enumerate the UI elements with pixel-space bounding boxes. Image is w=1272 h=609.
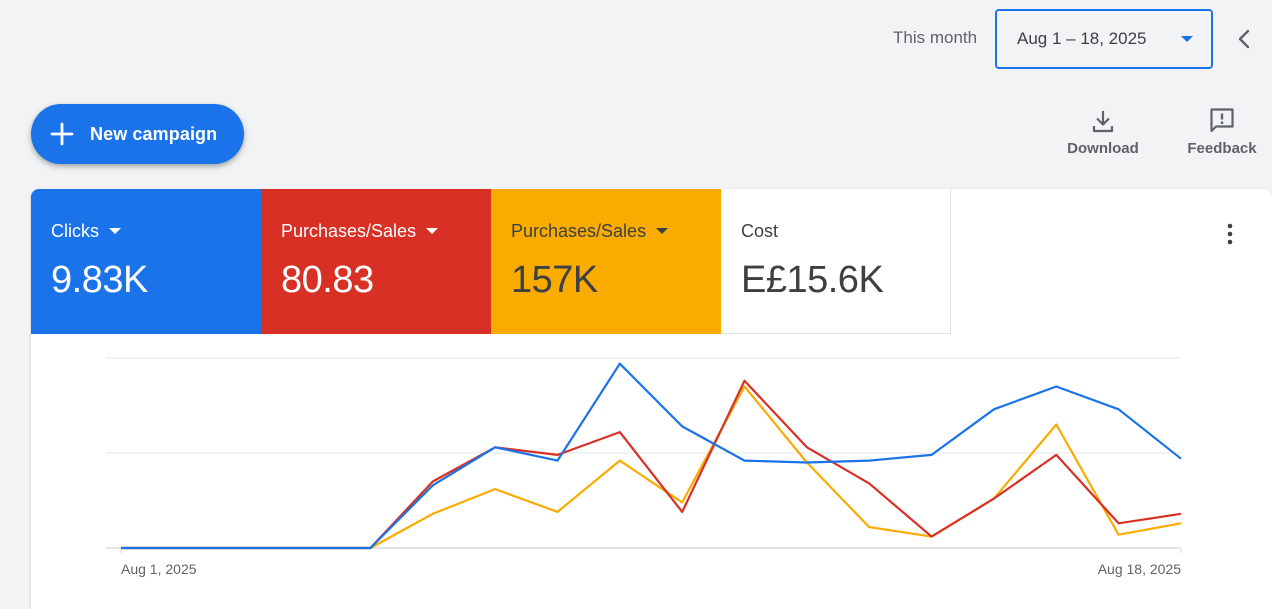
date-range-value: Aug 1 – 18, 2025 [1017, 29, 1147, 48]
metric-label: Purchases/Sales [511, 220, 647, 241]
date-range-dropdown[interactable]: Aug 1 – 18, 2025 [995, 9, 1213, 69]
metric-tab-purchases-sales[interactable]: Purchases/Sales 80.83 [261, 189, 491, 334]
feedback-icon [1210, 108, 1234, 133]
metric-label: Cost [741, 220, 779, 241]
chevron-left-icon[interactable] [1232, 26, 1256, 52]
date-range-label: This month [893, 28, 978, 47]
metric-tab-cost[interactable]: Cost E£15.6K [721, 189, 951, 334]
more-options-icon[interactable] [1218, 222, 1242, 246]
metric-value: 157K [511, 259, 598, 301]
metric-label: Purchases/Sales [281, 220, 417, 241]
dropdown-caret-icon [1181, 36, 1193, 42]
plus-icon [50, 122, 74, 146]
dropdown-caret-icon[interactable] [426, 228, 439, 234]
feedback-button[interactable]: Feedback [1184, 106, 1260, 157]
metric-label: Clicks [51, 220, 99, 241]
dropdown-caret-icon[interactable] [109, 228, 121, 234]
dropdown-caret-icon[interactable] [656, 228, 669, 234]
download-icon [1092, 111, 1114, 133]
series-line-0[interactable] [121, 362, 1182, 550]
series-line-2[interactable] [121, 385, 1182, 550]
new-campaign-label: New campaign [90, 123, 218, 144]
metric-tab-clicks[interactable]: Clicks 9.83K [31, 189, 261, 334]
x-axis-label: Aug 1, 2025 [121, 561, 197, 577]
metric-value: 9.83K [51, 259, 148, 301]
download-label: Download [1067, 140, 1139, 157]
metric-value: 80.83 [281, 259, 374, 301]
performance-card: Clicks 9.83K Purchases/Sales 80.83 Purch… [31, 189, 1272, 609]
x-axis-label: Aug 18, 2025 [1098, 561, 1182, 577]
feedback-label: Feedback [1187, 140, 1257, 157]
download-button[interactable]: Download [1065, 106, 1141, 157]
metric-tabs: Clicks 9.83K Purchases/Sales 80.83 Purch… [31, 189, 951, 334]
metric-tab-purchases-sales-value[interactable]: Purchases/Sales 157K [491, 189, 721, 334]
new-campaign-button[interactable]: New campaign [31, 104, 244, 164]
metric-value: E£15.6K [741, 259, 884, 301]
performance-line-chart: Aug 1, 2025 Aug 18, 2025 [106, 357, 1182, 577]
